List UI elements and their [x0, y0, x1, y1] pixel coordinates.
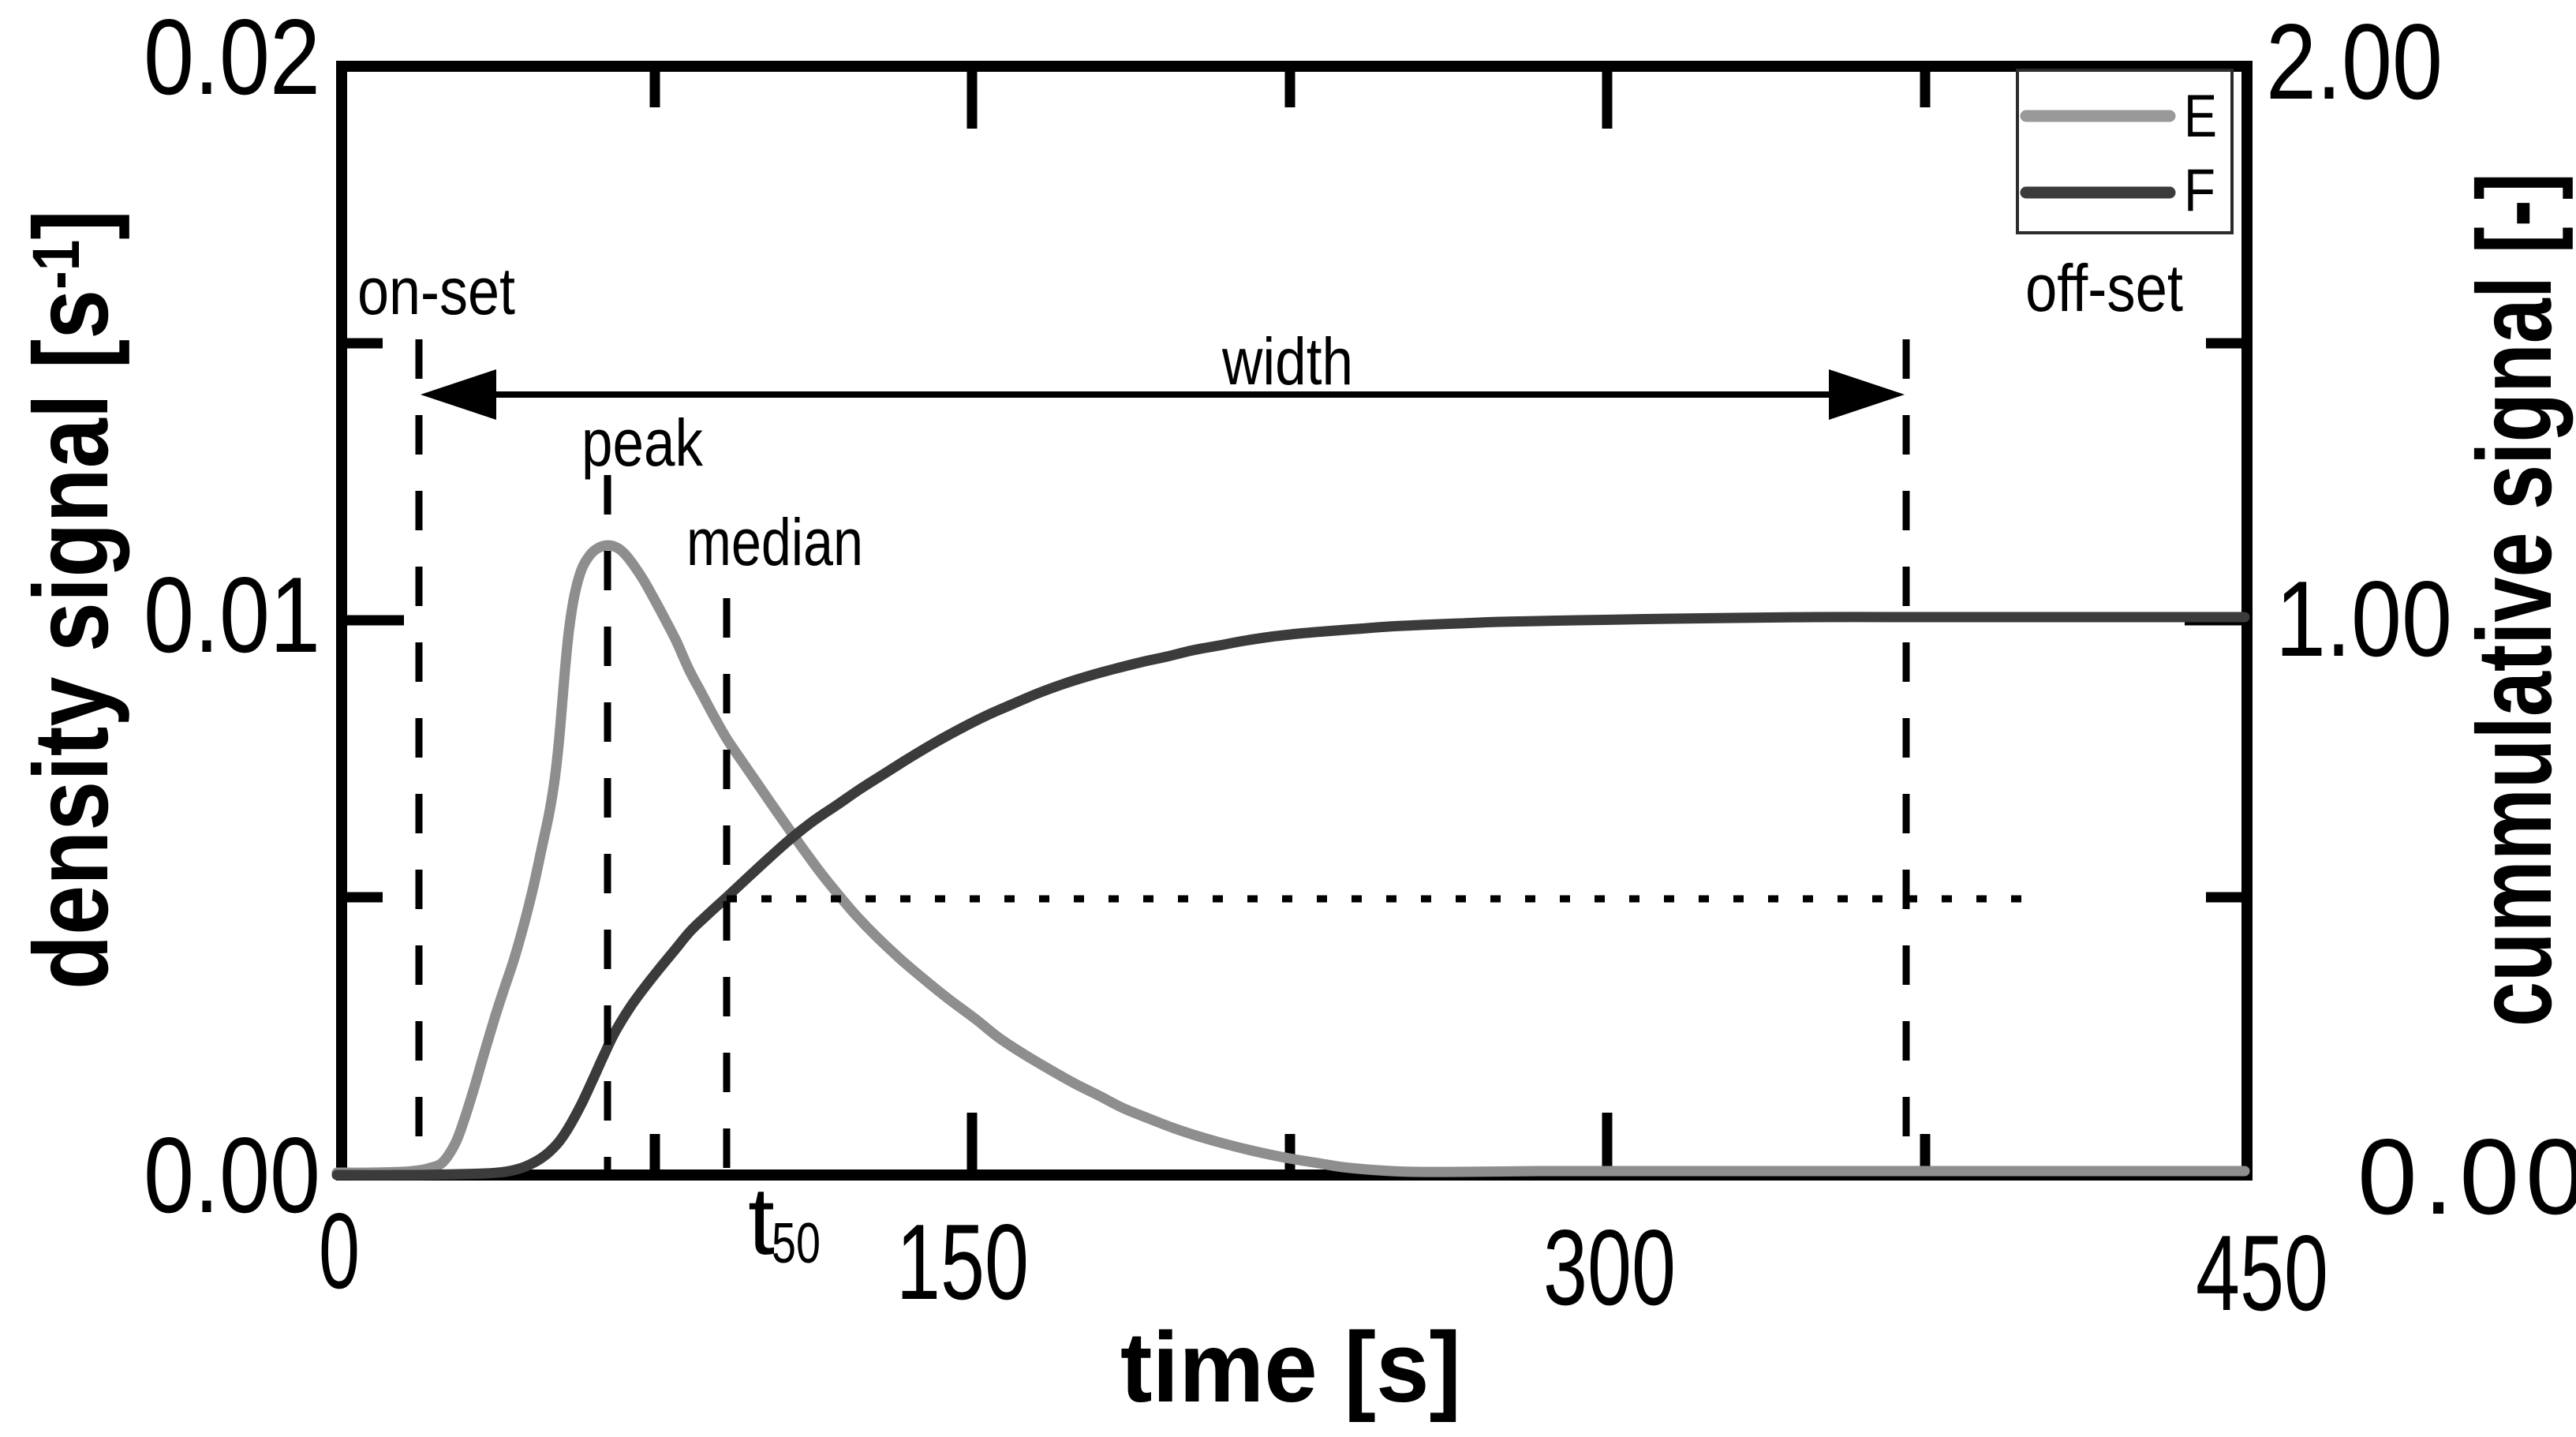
svg-text:450: 450 — [2196, 1213, 2328, 1333]
svg-text:0.00: 0.00 — [144, 1115, 320, 1235]
svg-text:E: E — [2184, 83, 2217, 150]
svg-text:on-set: on-set — [357, 254, 515, 328]
svg-text:F: F — [2184, 157, 2215, 224]
svg-text:t: t — [748, 1167, 775, 1274]
svg-text:0.01: 0.01 — [144, 555, 320, 675]
svg-text:2.00: 2.00 — [2266, 2, 2443, 122]
svg-text:cummulative signal [-]: cummulative signal [-] — [2456, 173, 2574, 1027]
svg-text:0.00: 0.00 — [2357, 1117, 2576, 1237]
svg-text:density signal [s-1]: density signal [s-1] — [13, 210, 130, 990]
svg-text:median: median — [686, 505, 863, 579]
svg-text:150: 150 — [896, 1202, 1029, 1322]
svg-text:300: 300 — [1543, 1207, 1676, 1327]
svg-text:0: 0 — [319, 1191, 360, 1311]
svg-text:0.02: 0.02 — [144, 0, 320, 117]
svg-text:1.00: 1.00 — [2275, 559, 2452, 679]
svg-text:time [s]: time [s] — [1120, 1312, 1461, 1423]
svg-text:width: width — [1221, 324, 1353, 399]
svg-text:50: 50 — [772, 1212, 821, 1275]
svg-text:peak: peak — [581, 406, 704, 480]
svg-text:off-set: off-set — [2025, 251, 2183, 325]
